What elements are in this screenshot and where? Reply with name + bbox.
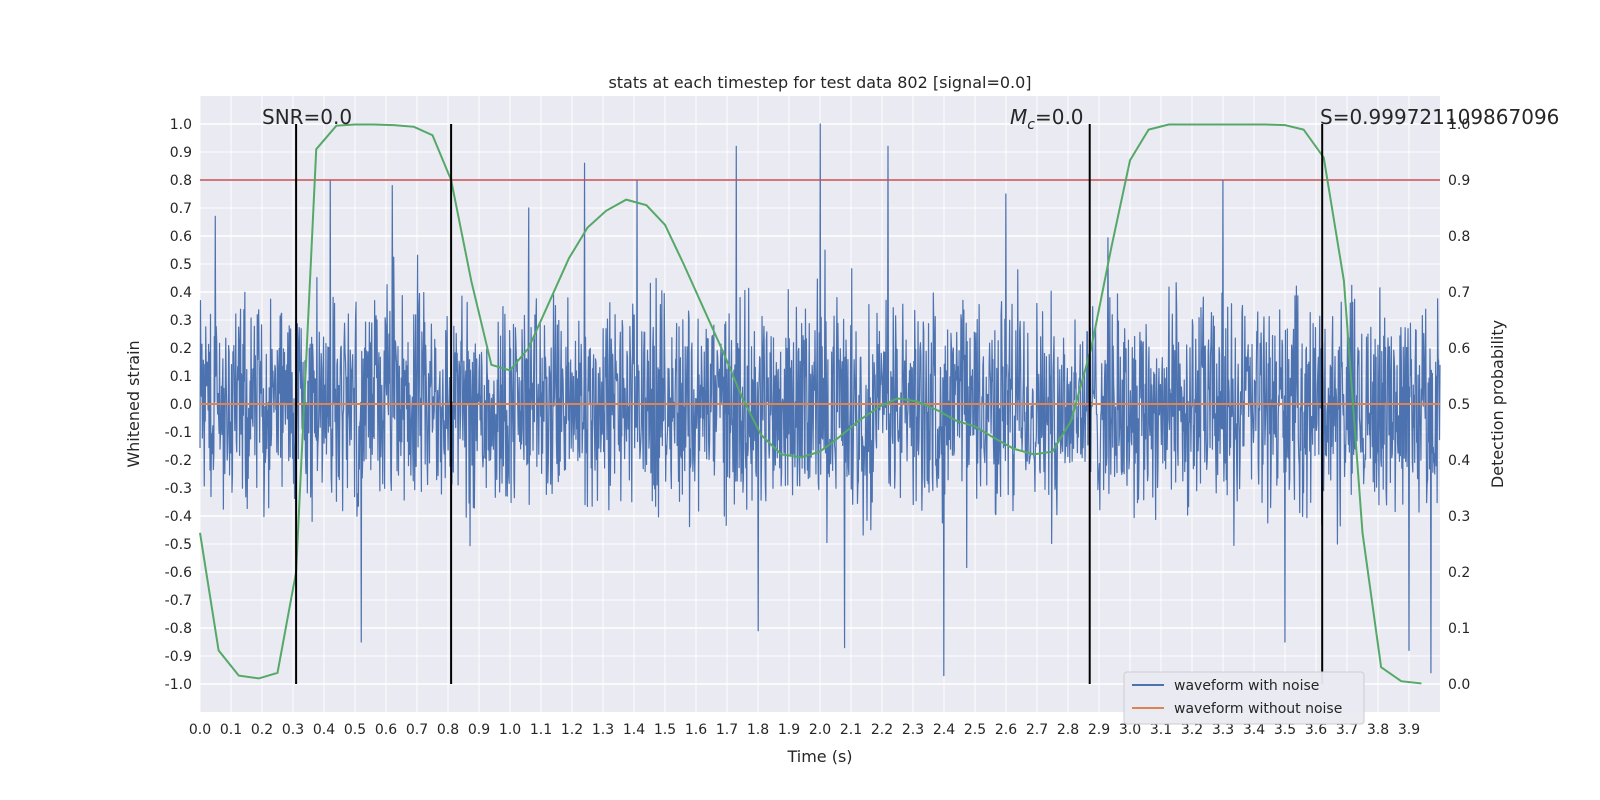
x-tick-label: 1.2 xyxy=(561,722,583,738)
x-tick-label: 0.6 xyxy=(375,722,397,738)
x-tick-label: 1.0 xyxy=(499,722,521,738)
x-tick-label: 3.8 xyxy=(1367,722,1389,738)
x-tick-label: 0.9 xyxy=(468,722,490,738)
x-tick-label: 0.7 xyxy=(406,722,428,738)
x-tick-label: 0.0 xyxy=(189,722,211,738)
x-tick-label: 1.6 xyxy=(685,722,707,738)
annotation-s: S=0.999721109867096 xyxy=(1320,105,1559,129)
x-tick-label: 3.0 xyxy=(1119,722,1141,738)
x-tick-label: 3.5 xyxy=(1274,722,1296,738)
y2-tick-labels: 0.0 0.1 0.2 0.3 0.4 0.5 0.6 0.7 0.8 0.9 1.0 xyxy=(1448,117,1470,693)
x-tick-label: 2.1 xyxy=(840,722,862,738)
y2-tick-label: 0.2 xyxy=(1448,565,1470,581)
y-axis-label: Whitened strain xyxy=(124,340,143,467)
x-tick-label: 2.4 xyxy=(933,722,955,738)
y-tick-label: -0.3 xyxy=(165,481,192,497)
y-tick-label: -0.4 xyxy=(165,509,192,525)
y2-tick-label: 0.8 xyxy=(1448,229,1470,245)
y-tick-label: 0.6 xyxy=(170,229,192,245)
y-tick-label: 0.1 xyxy=(170,369,192,385)
x-tick-label: 3.4 xyxy=(1243,722,1265,738)
y-tick-label: 0.8 xyxy=(170,173,192,189)
y2-tick-label: 0.6 xyxy=(1448,341,1470,357)
annotation-snr: SNR=0.0 xyxy=(262,105,352,129)
y2-tick-label: 0.0 xyxy=(1448,677,1470,693)
y2-tick-label: 1.0 xyxy=(1448,117,1470,133)
x-tick-label: 3.6 xyxy=(1305,722,1327,738)
marker-lines xyxy=(295,124,1324,684)
y-tick-label: 1.0 xyxy=(170,117,192,133)
x-tick-label: 3.7 xyxy=(1336,722,1358,738)
series-waveform-with-noise xyxy=(199,123,1441,677)
x-tick-label: 1.9 xyxy=(778,722,800,738)
y-tick-label: -0.6 xyxy=(165,565,192,581)
y-tick-label: 0.5 xyxy=(170,257,192,273)
x-tick-label: 2.7 xyxy=(1026,722,1048,738)
x-tick-label: 2.3 xyxy=(902,722,924,738)
y-tick-label: -0.5 xyxy=(165,537,192,553)
x-tick-label: 3.3 xyxy=(1212,722,1234,738)
y-tick-label: 0.0 xyxy=(170,397,192,413)
x-tick-label: 1.5 xyxy=(654,722,676,738)
y-tick-label: -0.9 xyxy=(165,649,192,665)
x-tick-label: 3.2 xyxy=(1181,722,1203,738)
x-tick-label: 2.8 xyxy=(1057,722,1079,738)
annotation-mc: Mc=0.0 xyxy=(1010,105,1084,133)
x-tick-label: 1.1 xyxy=(530,722,552,738)
x-tick-label: 1.8 xyxy=(747,722,769,738)
legend-label-clean: waveform without noise xyxy=(1174,701,1342,717)
y-tick-label: -0.2 xyxy=(165,453,192,469)
x-tick-label: 0.3 xyxy=(282,722,304,738)
y-tick-label: -0.7 xyxy=(165,593,192,609)
x-tick-label: 0.8 xyxy=(437,722,459,738)
y-tick-label: 0.4 xyxy=(170,285,192,301)
x-tick-labels: 0.0 0.1 0.2 0.3 0.4 0.5 0.6 0.7 0.8 0.9 1.0 1.1 1.2 1… xyxy=(189,722,1420,738)
y2-tick-label: 0.5 xyxy=(1448,397,1470,413)
x-tick-label: 0.1 xyxy=(220,722,242,738)
y-tick-label: -0.8 xyxy=(165,621,192,637)
y2-tick-label: 0.9 xyxy=(1448,173,1470,189)
x-tick-label: 2.5 xyxy=(964,722,986,738)
x-tick-label: 3.9 xyxy=(1398,722,1420,738)
x-tick-label: 2.9 xyxy=(1088,722,1110,738)
detection-probability-line xyxy=(199,123,1422,685)
x-tick-label: 0.5 xyxy=(344,722,366,738)
x-tick-label: 1.7 xyxy=(716,722,738,738)
y2-tick-label: 0.7 xyxy=(1448,285,1470,301)
legend: waveform with noise waveform without noi… xyxy=(1123,671,1365,725)
x-tick-label: 0.2 xyxy=(251,722,273,738)
x-tick-label: 1.4 xyxy=(623,722,645,738)
x-tick-label: 2.0 xyxy=(809,722,831,738)
chart-title: stats at each timestep for test data 802… xyxy=(608,73,1031,92)
y2-tick-label: 0.1 xyxy=(1448,621,1470,637)
x-axis-label: Time (s) xyxy=(786,747,852,766)
y-tick-label: 0.3 xyxy=(170,313,192,329)
series-detection-probability xyxy=(199,123,1422,685)
y-tick-label: 0.2 xyxy=(170,341,192,357)
x-tick-label: 3.1 xyxy=(1150,722,1172,738)
x-tick-label: 2.6 xyxy=(995,722,1017,738)
x-tick-label: 1.3 xyxy=(592,722,614,738)
legend-box xyxy=(1123,671,1365,725)
y-tick-label: -0.1 xyxy=(165,425,192,441)
y-tick-label: -1.0 xyxy=(165,677,192,693)
x-tick-label: 2.2 xyxy=(871,722,893,738)
y2-tick-label: 0.4 xyxy=(1448,453,1470,469)
y-tick-label: 0.7 xyxy=(170,201,192,217)
y-tick-label: 0.9 xyxy=(170,145,192,161)
y-tick-labels: -1.0 -0.9 -0.8 -0.7 -0.6 -0.5 -0.4 -0.3 -0.2 -0.1… xyxy=(165,117,192,693)
y2-axis-label: Detection probability xyxy=(1488,320,1507,488)
legend-label-noise: waveform with noise xyxy=(1174,678,1319,694)
y2-tick-label: 0.3 xyxy=(1448,509,1470,525)
waveform-with-noise-line xyxy=(199,123,1441,677)
x-tick-label: 0.4 xyxy=(313,722,335,738)
